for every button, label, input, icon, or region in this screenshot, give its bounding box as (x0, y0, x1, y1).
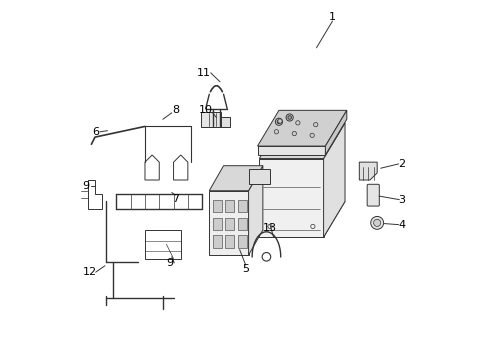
FancyBboxPatch shape (225, 235, 234, 248)
Text: 5: 5 (242, 264, 249, 274)
Circle shape (296, 121, 300, 125)
Text: 8: 8 (172, 105, 179, 115)
Circle shape (371, 216, 384, 229)
Text: 3: 3 (399, 195, 406, 204)
Text: 11: 11 (197, 68, 211, 78)
FancyBboxPatch shape (201, 112, 220, 127)
Polygon shape (258, 146, 325, 155)
Circle shape (277, 120, 281, 123)
Text: 7: 7 (172, 194, 179, 203)
FancyBboxPatch shape (213, 217, 222, 230)
Text: 9: 9 (82, 181, 90, 191)
Circle shape (292, 131, 296, 136)
Polygon shape (259, 123, 345, 158)
Circle shape (286, 114, 293, 121)
Polygon shape (248, 166, 263, 255)
Polygon shape (359, 162, 377, 180)
Text: 1: 1 (329, 13, 336, 22)
Polygon shape (258, 111, 347, 146)
Text: 2: 2 (399, 159, 406, 169)
FancyBboxPatch shape (238, 200, 247, 212)
Polygon shape (209, 166, 263, 191)
Circle shape (274, 130, 279, 134)
FancyBboxPatch shape (225, 217, 234, 230)
FancyBboxPatch shape (238, 235, 247, 248)
Circle shape (275, 118, 283, 125)
Circle shape (314, 122, 318, 127)
FancyBboxPatch shape (203, 117, 230, 127)
Text: 6: 6 (92, 127, 99, 137)
FancyBboxPatch shape (238, 217, 247, 230)
FancyBboxPatch shape (225, 200, 234, 212)
Polygon shape (248, 169, 270, 184)
FancyBboxPatch shape (213, 200, 222, 212)
Polygon shape (323, 123, 345, 237)
Polygon shape (209, 191, 248, 255)
Circle shape (288, 116, 292, 119)
Text: 9: 9 (167, 258, 173, 268)
Polygon shape (325, 111, 347, 155)
Circle shape (278, 119, 282, 123)
Circle shape (373, 219, 381, 226)
Text: 12: 12 (82, 267, 97, 277)
FancyBboxPatch shape (367, 184, 379, 206)
Text: 10: 10 (199, 105, 213, 115)
Text: 13: 13 (263, 223, 277, 233)
Circle shape (310, 133, 314, 138)
Polygon shape (259, 158, 323, 237)
Text: 4: 4 (399, 220, 406, 230)
FancyArrowPatch shape (210, 86, 222, 92)
FancyBboxPatch shape (213, 235, 222, 248)
